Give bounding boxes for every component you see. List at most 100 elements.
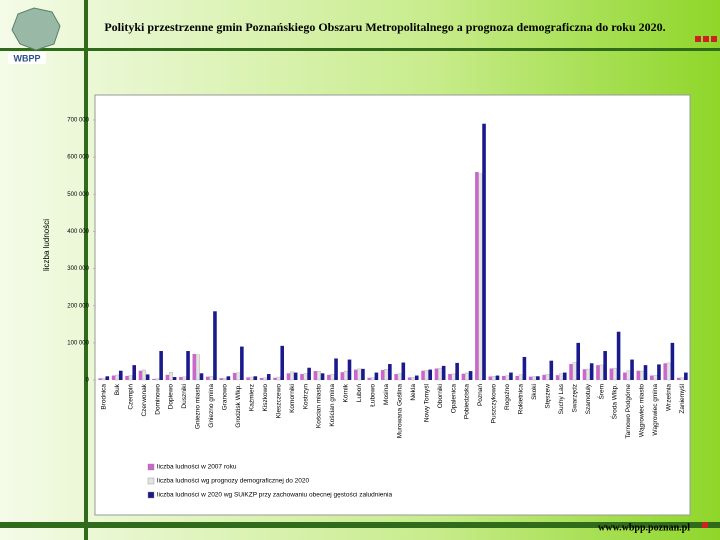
x-tick-label: Opalenica [450,384,457,414]
x-tick-label: Komorniki [289,384,296,413]
bar [159,351,163,380]
bar [609,368,614,380]
bar [676,377,681,380]
bar [491,376,496,381]
y-tick-label: 100 000 [67,340,89,346]
x-tick-label: Duszniki [181,384,188,409]
bar [657,364,661,380]
legend-label: liczba ludności w 2020 wg SUiKZP przy za… [157,492,392,499]
bar [222,377,227,381]
bar [232,372,237,380]
bar [300,374,304,380]
decor [711,36,717,42]
bar [572,362,577,381]
bar [259,377,264,380]
bar [589,363,594,380]
bar [401,362,406,380]
bar [509,372,513,380]
bar [649,375,654,380]
x-tick-label: Łubowo [370,384,377,407]
bar [388,364,392,380]
footer-url: www.wbpp.poznan.pl [598,522,690,533]
bar [603,351,607,380]
x-tick-label: Luboń [356,384,363,402]
bar [434,368,439,380]
bar [101,377,106,381]
x-tick-label: Gniezno miasto [195,384,202,430]
x-tick-label: Dopiewo [168,384,175,410]
bar [145,374,150,380]
bar [518,374,523,381]
legend-swatch [147,477,155,485]
bar [397,373,402,381]
bar [105,376,110,380]
y-tick-label: 500 000 [67,192,89,198]
bar [353,369,358,380]
bar [165,374,170,380]
bar [478,173,483,381]
bar [468,371,473,380]
legend-label: liczba ludności wg prognozy demograficzn… [157,478,310,485]
bar [616,331,621,380]
x-tick-label: Września [666,384,673,411]
bar [132,365,137,380]
bar [125,375,129,380]
logo: WBPP [8,7,61,64]
bar [559,373,564,381]
bar [374,372,379,380]
x-tick-label: Kleszczewo [275,384,282,419]
bar [118,370,123,380]
bar [357,368,362,381]
bar [384,369,389,381]
x-tick-label: Swarzędz [571,384,578,413]
bar [172,377,177,380]
bar [263,377,268,381]
x-tick-label: Kostrzyn [302,384,309,410]
bar [465,372,469,381]
bar [653,375,658,381]
header-stripe [0,48,720,51]
bar [407,377,412,380]
x-tick-label: Stęszew [544,384,551,409]
bar [213,311,217,380]
logo-box [8,52,46,64]
plot: 0 100 000 200 000 300 000 400 000 500 000 600 … [67,118,688,499]
bar [361,368,365,380]
bar [303,373,308,381]
bar [209,376,214,381]
bar [636,370,641,380]
legend-label: liczba ludności w 2007 roku [157,464,237,471]
bar [367,377,372,380]
bar [684,372,688,380]
x-tick-label: Poznań [477,384,484,406]
logo-text: WBPP [14,53,41,63]
bar [501,375,506,380]
x-tick-label: Kiszkowo [262,384,269,412]
bar [599,364,604,381]
x-tick-label: Granowo [222,384,229,411]
bar [438,367,443,381]
x-tick-label: Kościan miasto [316,384,323,428]
x-tick-label: Czerwonak [141,383,148,416]
bar [169,372,173,381]
bar [186,351,190,380]
bar [522,356,527,380]
bar [155,378,160,381]
y-tick-label: 400 000 [67,229,89,235]
bar [115,374,120,381]
bar [199,373,204,380]
x-tick-label: Dominowo [154,384,161,415]
logo-shape [11,7,61,51]
x-tick-label: Gniezno gmina [208,384,215,428]
bar [317,371,321,381]
bar [293,372,298,380]
bar [347,359,352,380]
bar [549,360,554,380]
bar [448,374,452,380]
bar [663,363,668,380]
bar [488,376,493,380]
bar [330,374,335,381]
y-tick-label: 600 000 [67,155,89,161]
bar [643,365,648,380]
x-tick-label: Pobiedziska [464,384,471,419]
